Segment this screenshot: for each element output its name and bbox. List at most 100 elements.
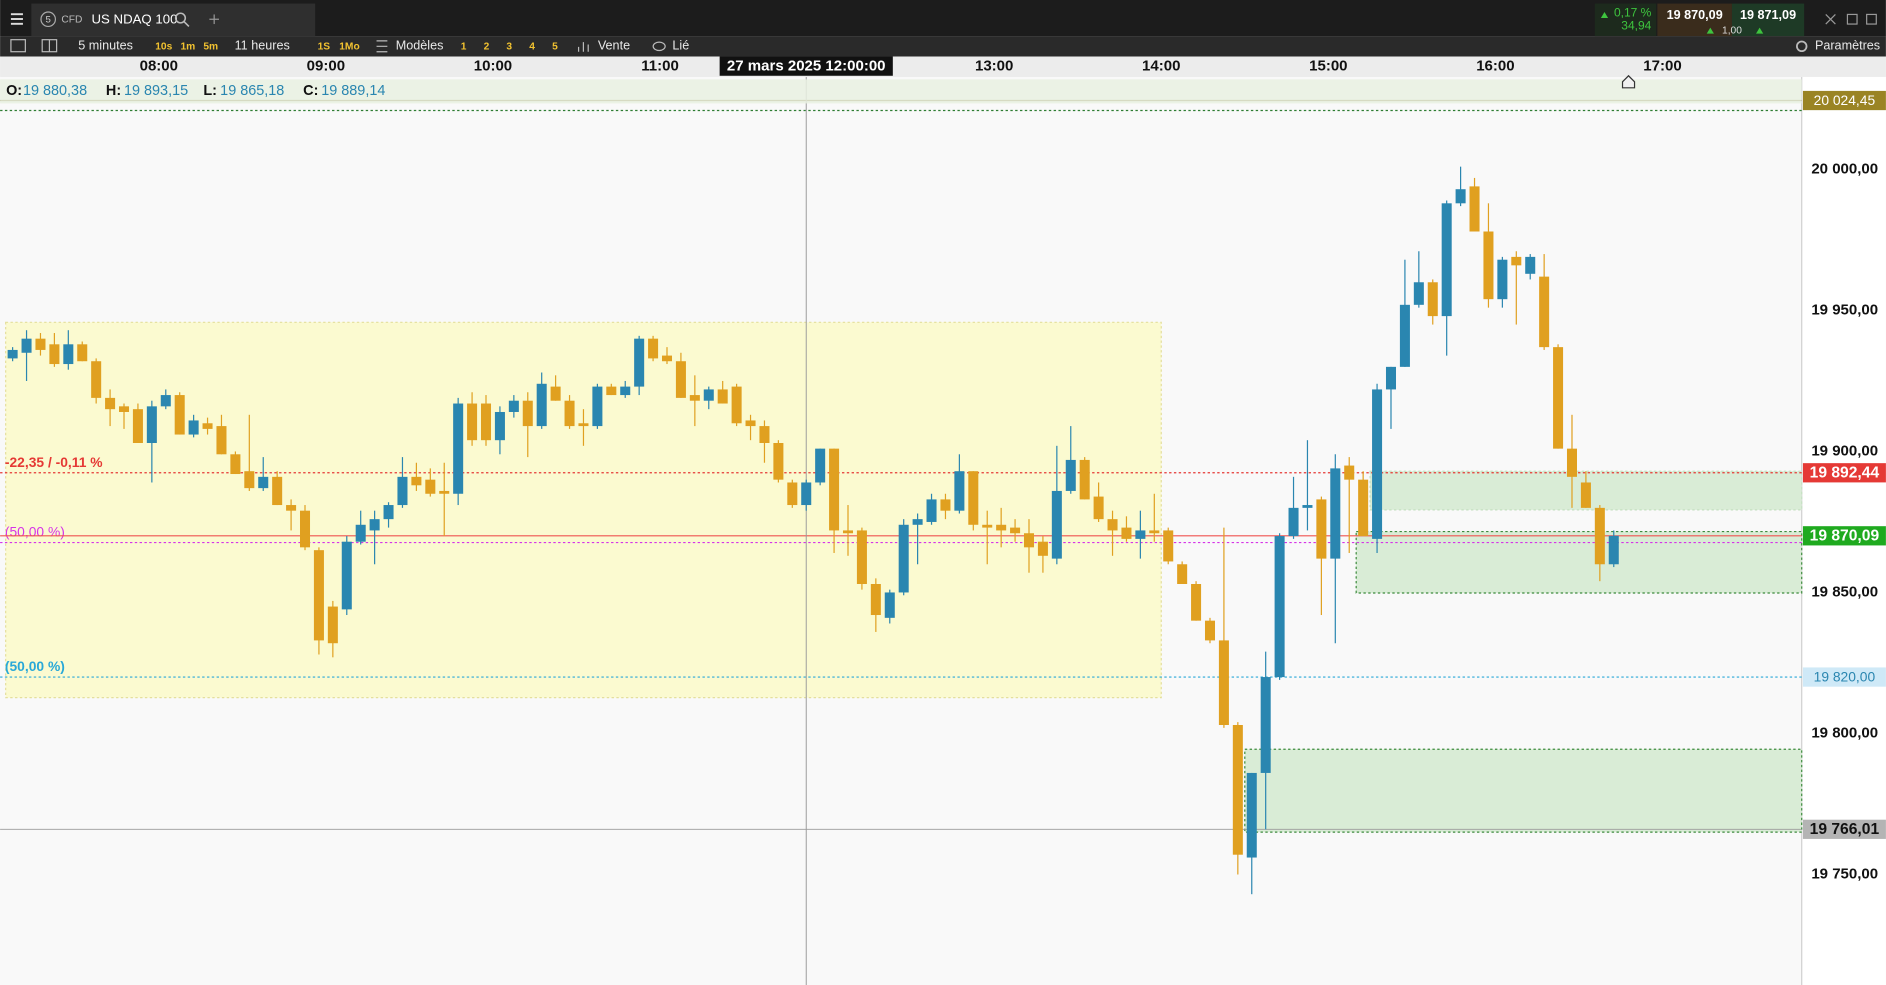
change: 34,94 (1621, 19, 1651, 33)
range-option[interactable]: 1Mo (339, 42, 359, 53)
change-pct: 0,17 % (1614, 5, 1652, 19)
order-button[interactable]: Vente (598, 39, 630, 53)
buy-button[interactable] (1731, 3, 1805, 37)
panel-icon[interactable] (10, 39, 26, 53)
candle-body (1372, 389, 1383, 539)
candle-body (1274, 536, 1285, 678)
window-controls[interactable] (1825, 13, 1877, 25)
candle-body (91, 361, 102, 398)
up-arrow (1600, 12, 1609, 19)
zone (5, 321, 1162, 699)
candle-body (1093, 496, 1104, 520)
candle-body (453, 403, 464, 494)
price-tag-bg (1802, 526, 1886, 546)
overlay: 08:00 09:00 10:00 11:00 13:00 14:00 15:00 16:00… (140, 56, 1886, 882)
templates-button[interactable]: Modèles (396, 39, 444, 53)
candle-body (1553, 347, 1564, 449)
candle-body (1525, 256, 1536, 274)
icon (10, 22, 23, 25)
x-tick-label: 14:00 (1142, 58, 1180, 75)
x-tick-label: 09:00 (307, 58, 345, 75)
candle-body (355, 524, 366, 542)
link-icon (652, 41, 666, 52)
candle-body (508, 400, 519, 412)
settings-button[interactable]: Paramètres (1815, 39, 1880, 53)
layout-option[interactable]: 5 (552, 42, 558, 53)
ohlc-value: 19 889,14 (321, 83, 385, 99)
level-note: (50,00 %) (5, 658, 65, 674)
candle-body (1023, 533, 1035, 548)
candle-body (467, 403, 478, 441)
level-note: (50,00 %) (5, 524, 65, 540)
bid-price: 19 870,09 (1667, 8, 1723, 22)
x-tick-label: 15:00 (1309, 58, 1347, 75)
spread-arrow (1756, 27, 1764, 34)
layout-option[interactable]: 4 (529, 42, 535, 53)
candle-body (731, 386, 742, 424)
y-tick-label: 19 750,00 (1811, 865, 1878, 882)
interval-option[interactable]: 5m (203, 42, 218, 53)
candle-body (411, 476, 422, 486)
candle-body (272, 476, 283, 506)
range-option[interactable]: 1S (318, 42, 331, 53)
candle-body (494, 411, 505, 441)
ask-price: 19 871,09 (1740, 8, 1796, 22)
candle-body (216, 426, 227, 455)
candle-body (1316, 499, 1327, 559)
x-tick-label: 17:00 (1643, 58, 1681, 75)
search-button[interactable] (174, 12, 190, 28)
candle-body (1191, 584, 1202, 621)
candle-body (327, 606, 338, 644)
candle-body (648, 338, 659, 359)
y-tick-label: 19 950,00 (1811, 301, 1878, 318)
candle-body (1413, 282, 1424, 305)
icon (1825, 14, 1836, 25)
icon (1846, 13, 1858, 25)
x-tick-label: 08:00 (140, 58, 178, 75)
candle-body (132, 409, 143, 444)
icon (183, 21, 190, 28)
change-box (1594, 3, 1657, 37)
spread-arrow (1706, 27, 1714, 34)
range-button[interactable]: 11 heures (235, 39, 290, 53)
zone (1244, 748, 1803, 833)
candle-body (7, 349, 18, 359)
menu-button[interactable] (10, 13, 23, 25)
candle-body (940, 499, 951, 511)
instrument-tab[interactable] (31, 3, 316, 37)
candle-body (550, 386, 561, 401)
candle-body (829, 448, 840, 531)
candle-body (745, 420, 756, 427)
crosshair-price-tag-bg (1802, 819, 1886, 839)
candle-body (1107, 519, 1118, 531)
interval-option[interactable]: 10s (155, 42, 172, 53)
candle-body (870, 584, 881, 616)
candle-body (759, 426, 770, 444)
candle-body (926, 499, 937, 522)
candle-body (1441, 203, 1452, 317)
add-tab-button[interactable] (209, 14, 219, 25)
candle-body (1302, 505, 1313, 508)
sell-button[interactable] (1657, 3, 1732, 37)
layout-option[interactable]: 1 (461, 42, 467, 53)
alert-marker[interactable] (1621, 74, 1636, 89)
crosshair-time-label: 27 mars 2025 12:00:00 (727, 58, 886, 75)
layout-option[interactable]: 2 (484, 42, 490, 53)
spread: 1,00 (1722, 25, 1742, 36)
candle-body (439, 490, 450, 494)
link-button[interactable]: Lié (672, 39, 689, 53)
candle-body (1037, 541, 1048, 556)
candle-body (982, 524, 993, 528)
candle-body (954, 471, 965, 511)
order-icon (577, 42, 589, 52)
icon (1866, 13, 1877, 25)
interval-button[interactable]: 5 minutes (78, 39, 133, 53)
candle-body (341, 541, 352, 610)
candle-body (675, 361, 686, 398)
price-tag-bg (1802, 90, 1886, 111)
candle-body (1163, 530, 1174, 562)
interval-option[interactable]: 1m (180, 42, 195, 53)
layout-option[interactable]: 3 (506, 42, 512, 53)
zone (1355, 530, 1803, 594)
